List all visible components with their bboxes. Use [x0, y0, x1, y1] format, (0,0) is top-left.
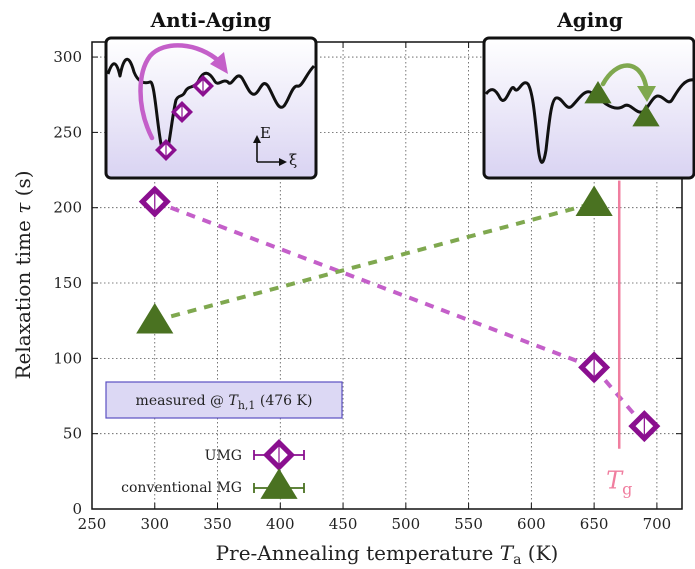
- y-tick-label: 200: [53, 199, 82, 217]
- legend: UMG conventional MG: [121, 439, 305, 499]
- aging-triangle-markers: [584, 81, 660, 127]
- aging-inset-frame: [482, 36, 695, 180]
- legend-marker-umg: [263, 439, 295, 471]
- umg-data-point: [138, 185, 171, 218]
- x-axis-title: Pre-Annealing temperature Ta (K): [216, 541, 559, 568]
- axis-tick-labels: 250 300 350 400 450 500 550 600 650 700 0 50 100 150 2…: [53, 48, 671, 533]
- y-tick-label: 250: [53, 123, 82, 141]
- umg-trend-line: [154, 199, 595, 370]
- aging-inset: Aging: [482, 8, 695, 180]
- y-tick-label: 150: [53, 274, 82, 292]
- aging-arrow: [600, 63, 649, 89]
- inset-triangle: [632, 104, 660, 127]
- mg-data-point: [136, 303, 174, 334]
- legend-label-umg: UMG: [205, 448, 242, 464]
- anti-aging-arrowhead: [210, 52, 228, 74]
- legend-label-conventional-mg: conventional MG: [121, 480, 242, 496]
- aging-title: Aging: [556, 8, 623, 32]
- measurement-annotation: measured @ Th,1 (476 K): [105, 381, 343, 419]
- inset-diamond: [192, 75, 214, 97]
- inset-diamond: [171, 101, 193, 123]
- grid: [91, 42, 682, 510]
- y-tick-label: 0: [72, 500, 82, 518]
- anti-aging-diamond-markers: [155, 75, 214, 161]
- energy-axes: E ξ: [253, 124, 297, 169]
- umg-data-point: [628, 410, 661, 443]
- x-tick-label: 350: [203, 515, 232, 533]
- inset-diamond: [155, 139, 177, 161]
- x-tick-label: 450: [329, 515, 358, 533]
- inset-triangle: [584, 81, 612, 104]
- anti-aging-arrow: [138, 43, 223, 141]
- y-axis-title: Relaxation time τ (s): [11, 170, 35, 379]
- aging-arrowhead: [637, 86, 656, 102]
- mg-data-point: [575, 185, 613, 217]
- x-tick-label: 650: [580, 515, 609, 533]
- x-tick-label: 400: [266, 515, 295, 533]
- anti-aging-inset: Anti-Aging E ξ: [104, 8, 318, 180]
- aging-energy-landscape: [484, 78, 695, 164]
- anti-aging-title: Anti-Aging: [150, 8, 272, 32]
- configuration-axis-label: ξ: [289, 151, 297, 169]
- annotation-box: [105, 381, 343, 419]
- y-tick-label: 100: [53, 349, 82, 367]
- y-tick-label: 300: [53, 48, 82, 66]
- anti-aging-inset-frame: [104, 36, 318, 180]
- legend-triangle: [260, 468, 298, 499]
- x-tick-label: 600: [517, 515, 546, 533]
- x-tick-label: 550: [454, 515, 483, 533]
- x-tick-label: 300: [140, 515, 169, 533]
- umg-data-point: [578, 351, 611, 384]
- legend-diamond: [263, 439, 295, 471]
- x-tick-label: 700: [643, 515, 672, 533]
- plot-frame: [91, 41, 683, 510]
- y-tick-label: 50: [63, 425, 82, 443]
- mg-trend-line: [154, 201, 595, 323]
- x-tick-label: 250: [78, 515, 107, 533]
- series-markers: [136, 185, 661, 443]
- tg-label: Tg: [606, 467, 632, 499]
- annotation-text: measured @ Th,1 (476 K): [136, 393, 313, 412]
- x-tick-label: 500: [392, 515, 421, 533]
- legend-marker-conventional-mg: [260, 468, 298, 499]
- energy-axis-label: E: [260, 124, 271, 142]
